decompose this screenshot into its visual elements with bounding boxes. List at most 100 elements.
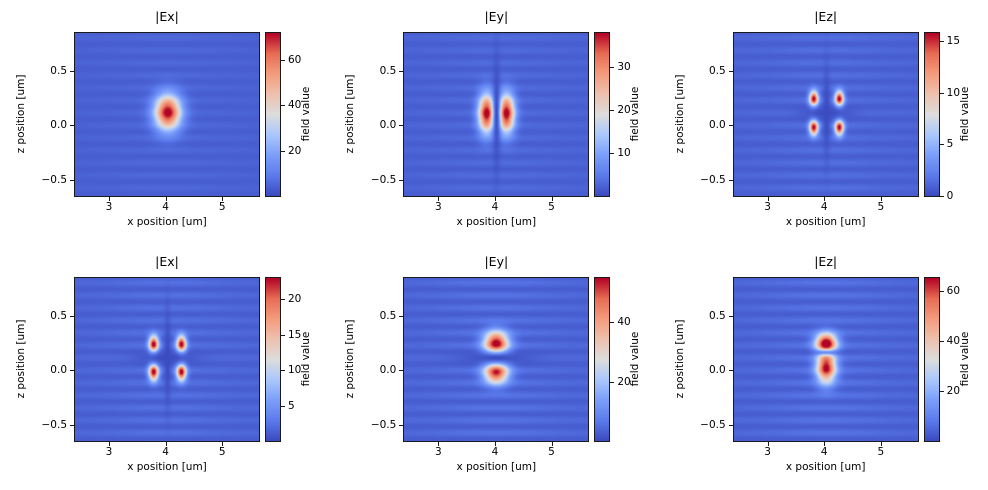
x-tick-label: 5: [218, 446, 226, 458]
x-tick-label: 4: [491, 201, 499, 213]
x-tick-label: 4: [162, 446, 169, 458]
y-tick-label: −0.5: [41, 418, 68, 431]
x-tick-mark: [551, 442, 553, 446]
y-tick-label: 0.0: [708, 364, 726, 377]
colorbar-tick-label: 40: [617, 316, 631, 329]
x-tick-mark: [494, 442, 496, 446]
colorbar-tick-mark: [939, 390, 944, 392]
x-tick-label: 4: [162, 201, 169, 213]
y-tick-label: 0.0: [379, 119, 397, 132]
x-axis-label: x position [um]: [456, 461, 537, 473]
x-tick-mark: [551, 197, 553, 201]
x-tick-mark: [165, 442, 167, 446]
x-tick-mark: [494, 197, 496, 201]
y-axis-label: z position [um]: [673, 74, 686, 154]
colorbar: [594, 277, 611, 442]
x-tick-mark: [880, 442, 882, 446]
x-tick-mark: [222, 197, 224, 201]
subplot-ex-row2: |Ex| z position [um] field value x posit…: [0, 245, 329, 490]
x-axis-label: x position [um]: [127, 461, 207, 473]
x-tick-label: 4: [820, 201, 828, 213]
y-tick-label: 0.0: [708, 119, 726, 132]
x-tick-label: 5: [548, 446, 555, 458]
x-tick-mark: [767, 197, 769, 201]
x-tick-label: 3: [764, 201, 771, 213]
y-tick-label: 0.5: [708, 65, 726, 78]
colorbar-tick-mark: [281, 299, 285, 301]
colorbar-tick-mark: [281, 370, 285, 372]
y-tick-label: −0.5: [370, 418, 397, 431]
plot-title: |Ey|: [484, 9, 509, 24]
y-axis-label: z position [um]: [673, 319, 686, 399]
plot-title: |Ex|: [155, 9, 179, 24]
y-axis-label: z position [um]: [15, 74, 27, 154]
colorbar-tick-label: 60: [946, 284, 961, 297]
heatmap-canvas: [74, 32, 260, 197]
x-tick-mark: [108, 442, 110, 446]
y-tick-label: 0.0: [50, 364, 67, 377]
y-tick-label: 0.5: [50, 65, 67, 78]
subplot-ez-row2: |Ez| z position [um] field value x posit…: [659, 245, 988, 490]
x-axis-label: x position [um]: [456, 216, 537, 228]
colorbar-label: field value: [300, 331, 312, 387]
x-tick-label: 3: [764, 446, 771, 458]
colorbar-tick-label: 20: [288, 293, 302, 306]
x-tick-label: 3: [434, 201, 442, 213]
x-tick-label: 5: [548, 201, 555, 213]
colorbar-tick-mark: [939, 144, 944, 146]
heatmap-canvas: [732, 32, 919, 197]
colorbar-tick-label: 30: [617, 61, 631, 74]
y-tick-label: 0.5: [708, 310, 726, 323]
plot-title: |Ez|: [814, 9, 838, 24]
colorbar: [265, 277, 281, 442]
heatmap-canvas: [403, 32, 590, 197]
x-tick-label: 5: [877, 201, 885, 213]
colorbar-label: field value: [300, 86, 312, 142]
x-axis-label: x position [um]: [785, 461, 866, 473]
colorbar-tick-mark: [281, 334, 285, 336]
colorbar-tick-mark: [610, 153, 615, 155]
colorbar-tick-mark: [281, 405, 285, 407]
colorbar-tick-mark: [610, 381, 615, 383]
y-tick-label: 0.5: [379, 310, 397, 323]
colorbar-tick-mark: [939, 290, 944, 292]
colorbar: [923, 32, 940, 197]
x-tick-mark: [824, 197, 826, 201]
colorbar-tick-label: 10: [617, 147, 631, 160]
colorbar-label: field value: [629, 331, 642, 387]
y-tick-label: 0.5: [379, 65, 397, 78]
colorbar-tick-label: 0: [946, 190, 954, 202]
y-axis-label: z position [um]: [344, 319, 357, 399]
colorbar-tick-label: 60: [288, 54, 302, 67]
colorbar-tick-mark: [939, 41, 944, 43]
colorbar-tick-mark: [939, 92, 944, 94]
x-axis-label: x position [um]: [785, 216, 866, 228]
y-tick-label: −0.5: [700, 418, 726, 431]
x-tick-mark: [165, 197, 167, 201]
x-tick-mark: [222, 442, 224, 446]
colorbar-label: field value: [629, 86, 642, 142]
colorbar-tick-mark: [610, 110, 615, 112]
x-tick-label: 3: [434, 446, 442, 458]
colorbar-tick-label: 5: [288, 399, 295, 412]
colorbar-tick-mark: [281, 60, 285, 62]
x-tick-label: 5: [877, 446, 885, 458]
y-tick-label: 0.0: [379, 364, 397, 377]
colorbar-tick-mark: [939, 340, 944, 342]
colorbar-tick-label: 20: [288, 144, 302, 157]
x-tick-mark: [767, 442, 769, 446]
y-tick-label: 0.5: [50, 310, 67, 323]
colorbar-tick-mark: [939, 196, 944, 197]
subplot-ey-row2: |Ey| z position [um] field value x posit…: [329, 245, 658, 490]
subplot-ey-row1: |Ey| z position [um] field value x posit…: [329, 0, 658, 245]
colorbar-tick-mark: [610, 67, 615, 69]
colorbar-tick-label: 20: [946, 384, 961, 397]
x-tick-label: 3: [105, 201, 113, 213]
x-tick-label: 3: [105, 446, 113, 458]
x-tick-mark: [880, 197, 882, 201]
colorbar-label: field value: [958, 86, 971, 142]
plot-title: |Ey|: [484, 254, 509, 269]
x-tick-mark: [438, 197, 440, 201]
colorbar: [594, 32, 611, 197]
